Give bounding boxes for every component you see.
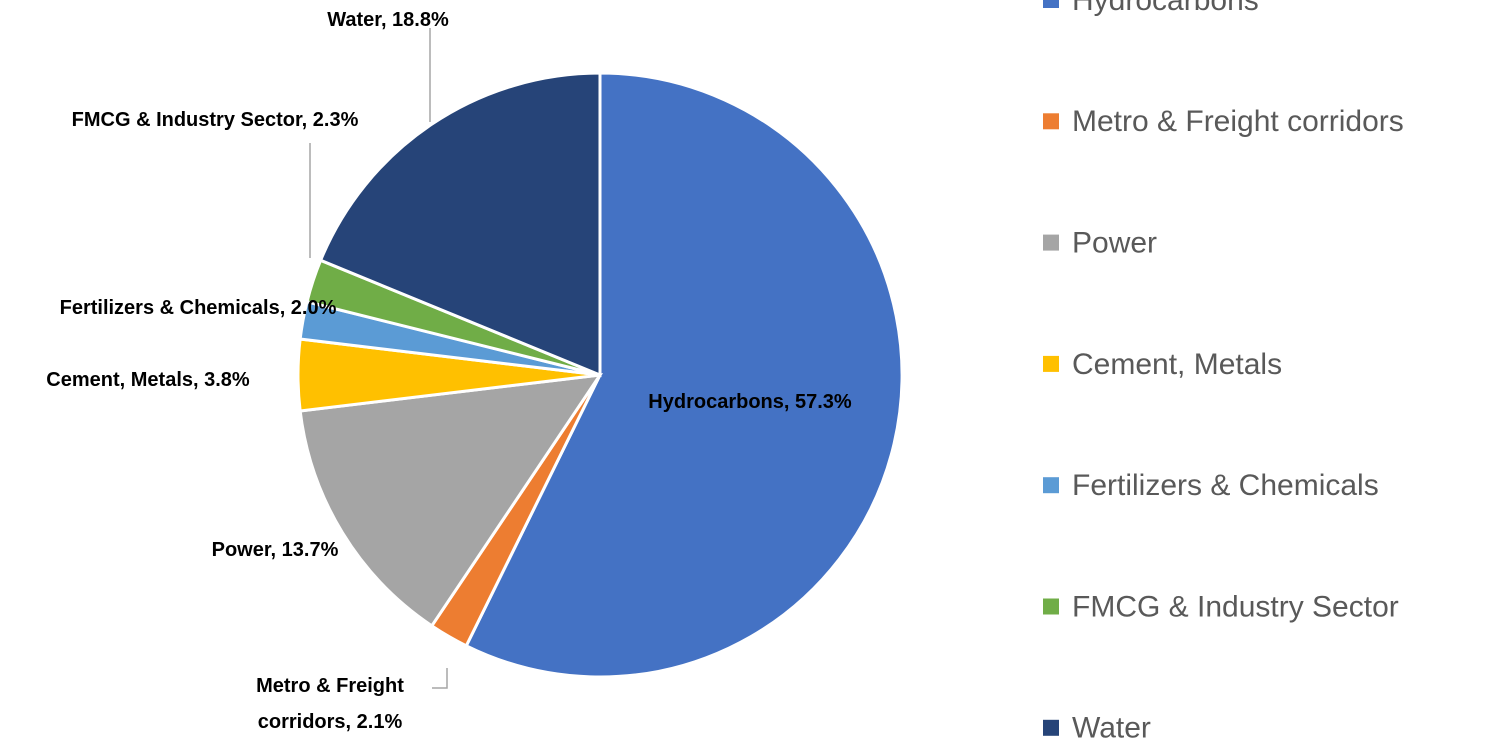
data-label: Metro & Freight corridors, 2.1% [256, 675, 404, 733]
legend-swatch [1043, 598, 1059, 615]
slice [464, 71, 904, 679]
data-label: Fertilizers & Chemicals, 2.0% [59, 297, 337, 319]
leader-line [432, 668, 448, 689]
slice [318, 71, 602, 378]
legend-swatch [1043, 477, 1059, 494]
slice [298, 373, 604, 628]
data-label: Hydrocarbons, 57.3% [648, 391, 852, 413]
legend-label: FMCG & Industry Sector [1072, 590, 1399, 623]
slices [296, 71, 904, 679]
legend-label: Fertilizers & Chemicals [1072, 469, 1379, 502]
legend-swatch [1043, 355, 1059, 372]
legend-label: Cement, Metals [1072, 348, 1282, 381]
legend-label: Metro & Freight corridors [1072, 105, 1404, 138]
legend-label: Hydrocarbons [1072, 0, 1259, 17]
legend-swatch [1043, 113, 1059, 130]
legend-label: Power [1072, 227, 1157, 260]
legend-label: Water [1072, 712, 1151, 742]
legend-swatch [1043, 719, 1059, 736]
legend-swatch [1043, 0, 1059, 8]
legend-swatch [1043, 234, 1059, 251]
data-label: FMCG & Industry Sector, 2.3% [71, 109, 359, 131]
data-label: Water, 18.8% [327, 9, 449, 31]
legend: Hydrocarbons Metro & Freight corridors Pow… [1043, 0, 1404, 742]
data-label: Power, 13.7% [211, 539, 339, 561]
data-label: Cement, Metals, 3.8% [46, 369, 250, 391]
